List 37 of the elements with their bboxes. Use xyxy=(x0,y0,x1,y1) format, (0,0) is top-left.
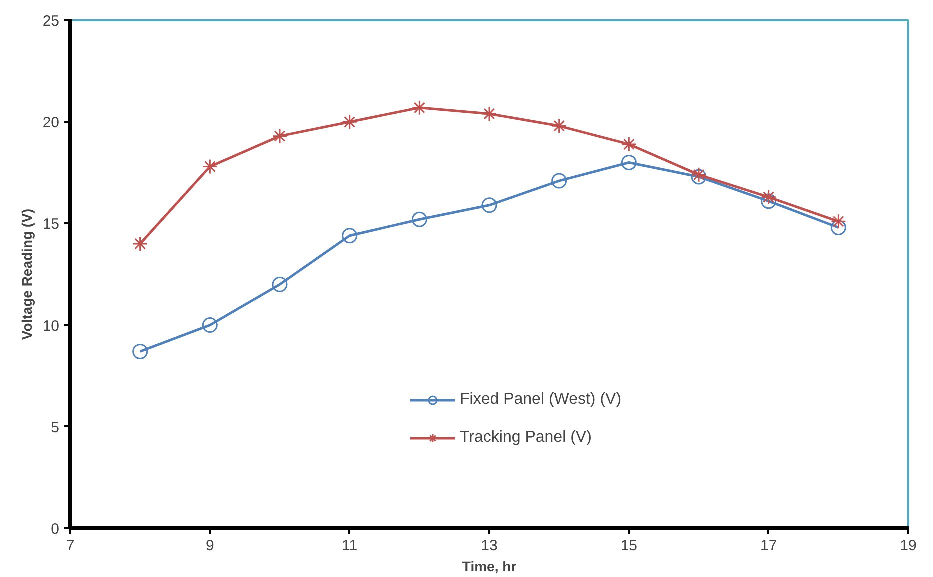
point xyxy=(132,236,148,252)
y-tick-label: 25 xyxy=(42,13,60,30)
x-tick-label: 19 xyxy=(900,538,917,554)
y-tick-label: 20 xyxy=(42,114,60,132)
point xyxy=(342,114,358,130)
point xyxy=(830,220,846,236)
x-tick-label: 7 xyxy=(66,538,75,554)
point xyxy=(202,159,218,175)
y-tick-label: 0 xyxy=(51,521,60,538)
point xyxy=(412,100,428,116)
y-axis-title: Voltage Reading (V) xyxy=(18,208,35,340)
legend-label: Fixed Panel (West) (V) xyxy=(460,391,622,409)
x-tick-label: 11 xyxy=(342,538,358,554)
point xyxy=(552,118,568,134)
point xyxy=(482,106,498,122)
point xyxy=(412,212,428,228)
y-tick-label: 5 xyxy=(51,419,60,436)
point xyxy=(621,136,637,152)
point xyxy=(761,190,777,206)
point xyxy=(621,155,637,170)
point xyxy=(761,194,777,210)
legend-label: Tracking Panel (V) xyxy=(460,429,592,447)
point xyxy=(132,344,148,360)
point xyxy=(342,228,358,244)
y-tick-label: 15 xyxy=(42,216,60,234)
point xyxy=(272,128,288,144)
x-tick-label: 13 xyxy=(481,538,498,554)
point xyxy=(830,214,846,230)
point xyxy=(552,173,568,189)
x-tick-label: 9 xyxy=(206,538,214,554)
x-tick-label: 15 xyxy=(620,538,638,554)
point xyxy=(272,276,288,292)
y-tick-label: 10 xyxy=(42,318,60,335)
point xyxy=(482,198,498,214)
point xyxy=(202,318,218,334)
x-axis-title: Time, hr xyxy=(462,558,518,574)
x-tick-label: 17 xyxy=(760,538,778,554)
